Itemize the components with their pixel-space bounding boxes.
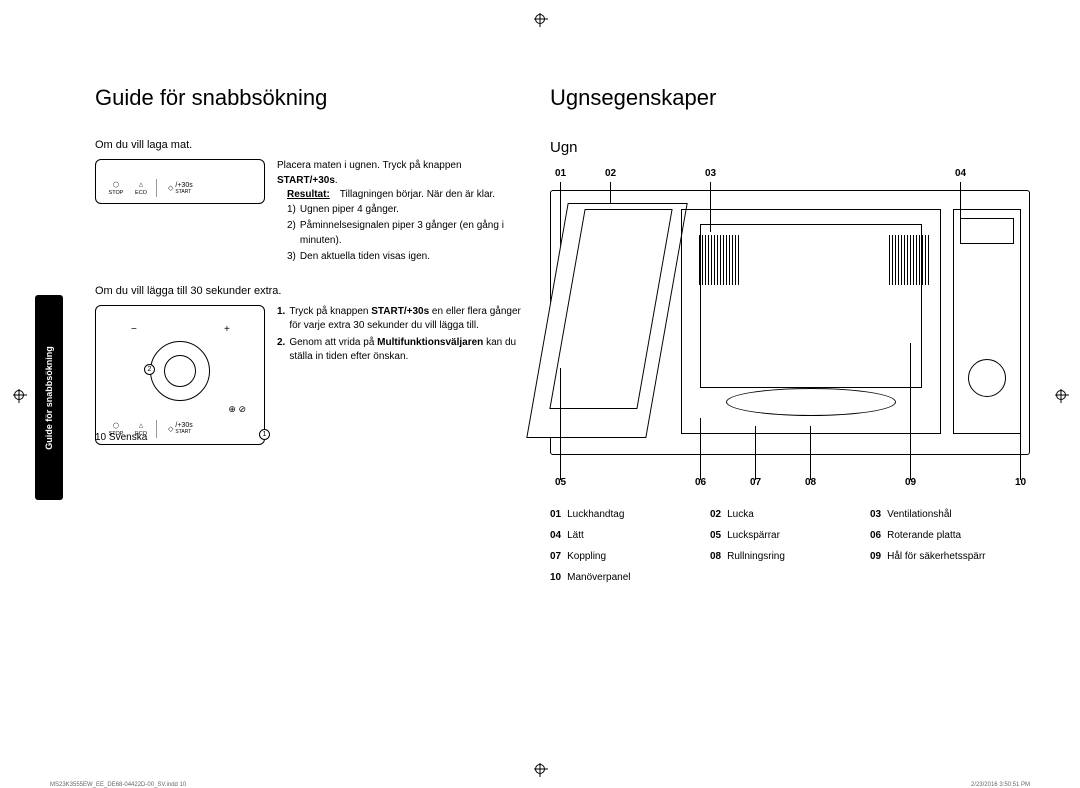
- legend-item: 07Koppling: [550, 551, 710, 562]
- section2-row: − + 2 ⊕ ⊘ ◯STOP △ECO ◇ /+30s START: [95, 305, 530, 445]
- legend-item: 08Rullningsring: [710, 551, 870, 562]
- oven-diagram-container: 01 02 03 04: [550, 168, 1030, 491]
- display-icon: [960, 218, 1014, 244]
- legend-item: 03Ventilationshål: [870, 509, 1030, 520]
- legend-item: 10Manöverpanel: [550, 572, 710, 583]
- callout-09: 09: [905, 477, 916, 488]
- leader-10: [1020, 328, 1021, 480]
- section2-intro: Om du vill lägga till 30 sekunder extra.: [95, 285, 530, 297]
- leader-07: [755, 426, 756, 480]
- leader-06: [700, 418, 701, 480]
- start-button-illustration: ◇ /+30s START: [168, 422, 193, 435]
- legend-item: 01Luckhandtag: [550, 509, 710, 520]
- start-button-illustration: ◇ /+30s START: [168, 182, 193, 195]
- page-content: Guide för snabbsökning Guide för snabbsö…: [95, 85, 1030, 758]
- callouts-bottom: 05 06 07 08 09 10: [550, 477, 1030, 491]
- stop-icon: ◯STOP: [106, 180, 126, 196]
- callout-04: 04: [955, 168, 966, 179]
- callout-02: 02: [605, 168, 616, 179]
- dial-minus: −: [131, 324, 137, 335]
- control-panel-icon: [953, 209, 1021, 434]
- clock-stop-mini-icons: ⊕ ⊘: [228, 404, 246, 415]
- panel1-buttons: ◯STOP △ECO ◇ /+30s START: [106, 179, 254, 197]
- callout-07: 07: [750, 477, 761, 488]
- heading-features: Ugnsegenskaper: [550, 85, 1030, 111]
- callout-01: 01: [555, 168, 566, 179]
- registration-mark-right: [1056, 390, 1066, 400]
- legend-item: 04Lätt: [550, 530, 710, 541]
- legend-item: 05Luckspärrar: [710, 530, 870, 541]
- callout-08: 08: [805, 477, 816, 488]
- turntable-icon: [726, 388, 896, 416]
- control-panel-illustration-2: − + 2 ⊕ ⊘ ◯STOP △ECO ◇ /+30s START: [95, 305, 265, 445]
- section1-row: ◯STOP △ECO ◇ /+30s START Placera maten i…: [95, 159, 530, 267]
- section1-description: Placera maten i ugnen. Tryck på knappen …: [277, 159, 530, 267]
- heading-quickstart: Guide för snabbsökning: [95, 85, 530, 111]
- callout-circle-2: 2: [144, 364, 155, 375]
- control-panel-illustration-1: ◯STOP △ECO ◇ /+30s START: [95, 159, 265, 204]
- page-footer: 10 Svenska: [95, 432, 147, 443]
- legend-table: 01Luckhandtag 02Lucka 03Ventilationshål …: [550, 509, 1030, 583]
- right-column: Ugnsegenskaper Ugn 01 02 03 04: [550, 85, 1030, 583]
- callout-circle-1: 1: [259, 429, 270, 440]
- registration-mark-left: [14, 390, 24, 400]
- dial-plus: +: [224, 324, 230, 335]
- eco-icon: △ECO: [131, 180, 151, 196]
- leader-05: [560, 368, 561, 480]
- registration-mark-bottom: [535, 764, 545, 774]
- registration-mark-top: [535, 14, 545, 24]
- side-tab: Guide för snabbsökning: [35, 295, 63, 500]
- callout-06: 06: [695, 477, 706, 488]
- print-footer: MS23K3555EW_EE_DE68-04422D-00_SV.indd 10…: [50, 782, 1030, 788]
- legend-item: 02Lucka: [710, 509, 870, 520]
- indd-filename: MS23K3555EW_EE_DE68-04422D-00_SV.indd 10: [50, 782, 186, 788]
- legend-item: 09Hål för säkerhetsspärr: [870, 551, 1030, 562]
- leader-09: [910, 343, 911, 480]
- subheading-oven: Ugn: [550, 139, 1030, 156]
- callout-05: 05: [555, 477, 566, 488]
- left-column: Guide för snabbsökning Om du vill laga m…: [95, 85, 530, 463]
- vent-left-icon: [699, 235, 739, 285]
- section1-intro: Om du vill laga mat.: [95, 139, 530, 151]
- knob-icon: [968, 359, 1006, 397]
- side-tab-label: Guide för snabbsökning: [44, 346, 54, 450]
- print-timestamp: 2/23/2016 3:50:51 PM: [971, 782, 1030, 788]
- legend-item: 06Roterande platta: [870, 530, 1030, 541]
- callout-03: 03: [705, 168, 716, 179]
- separator: [156, 420, 157, 438]
- vent-right-icon: [889, 235, 929, 285]
- callout-10: 10: [1015, 477, 1026, 488]
- dial-icon: [150, 341, 210, 401]
- result-label: Resultat:: [287, 188, 330, 203]
- leader-08: [810, 426, 811, 480]
- separator: [156, 179, 157, 197]
- oven-illustration: [550, 190, 1030, 455]
- section2-description: 1. Tryck på knappen START/+30s en eller …: [277, 305, 530, 445]
